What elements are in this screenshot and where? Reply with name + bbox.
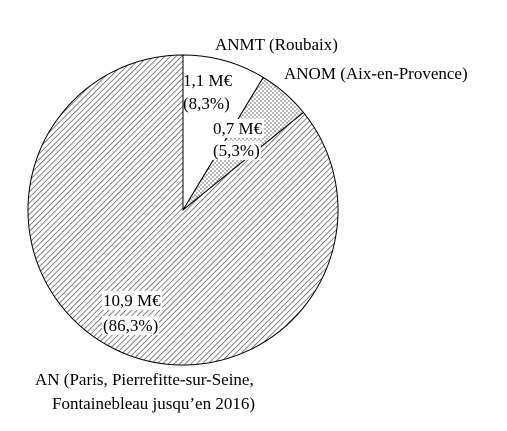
slice-label: Fontainebleau jusqu’en 2016) — [52, 394, 255, 413]
value-label: 10,9 M€ — [103, 291, 161, 310]
label-background — [212, 118, 264, 138]
label-background — [102, 315, 160, 335]
percent-label: (5,3%) — [213, 141, 260, 160]
value-label: 1,1 M€ — [183, 71, 233, 90]
slice-label: AN (Paris, Pierrefitte-sur-Seine, — [35, 370, 254, 389]
percent-label: (86,3%) — [103, 316, 158, 335]
label-background — [212, 140, 261, 160]
slice-label: ANOM (Aix-en-Provence) — [284, 64, 468, 83]
percent-label: (8,3%) — [183, 94, 230, 113]
label-background — [102, 290, 163, 310]
slice-label: ANMT (Roubaix) — [215, 35, 338, 54]
pie-slice — [27, 54, 339, 366]
value-label: 0,7 M€ — [213, 119, 263, 138]
